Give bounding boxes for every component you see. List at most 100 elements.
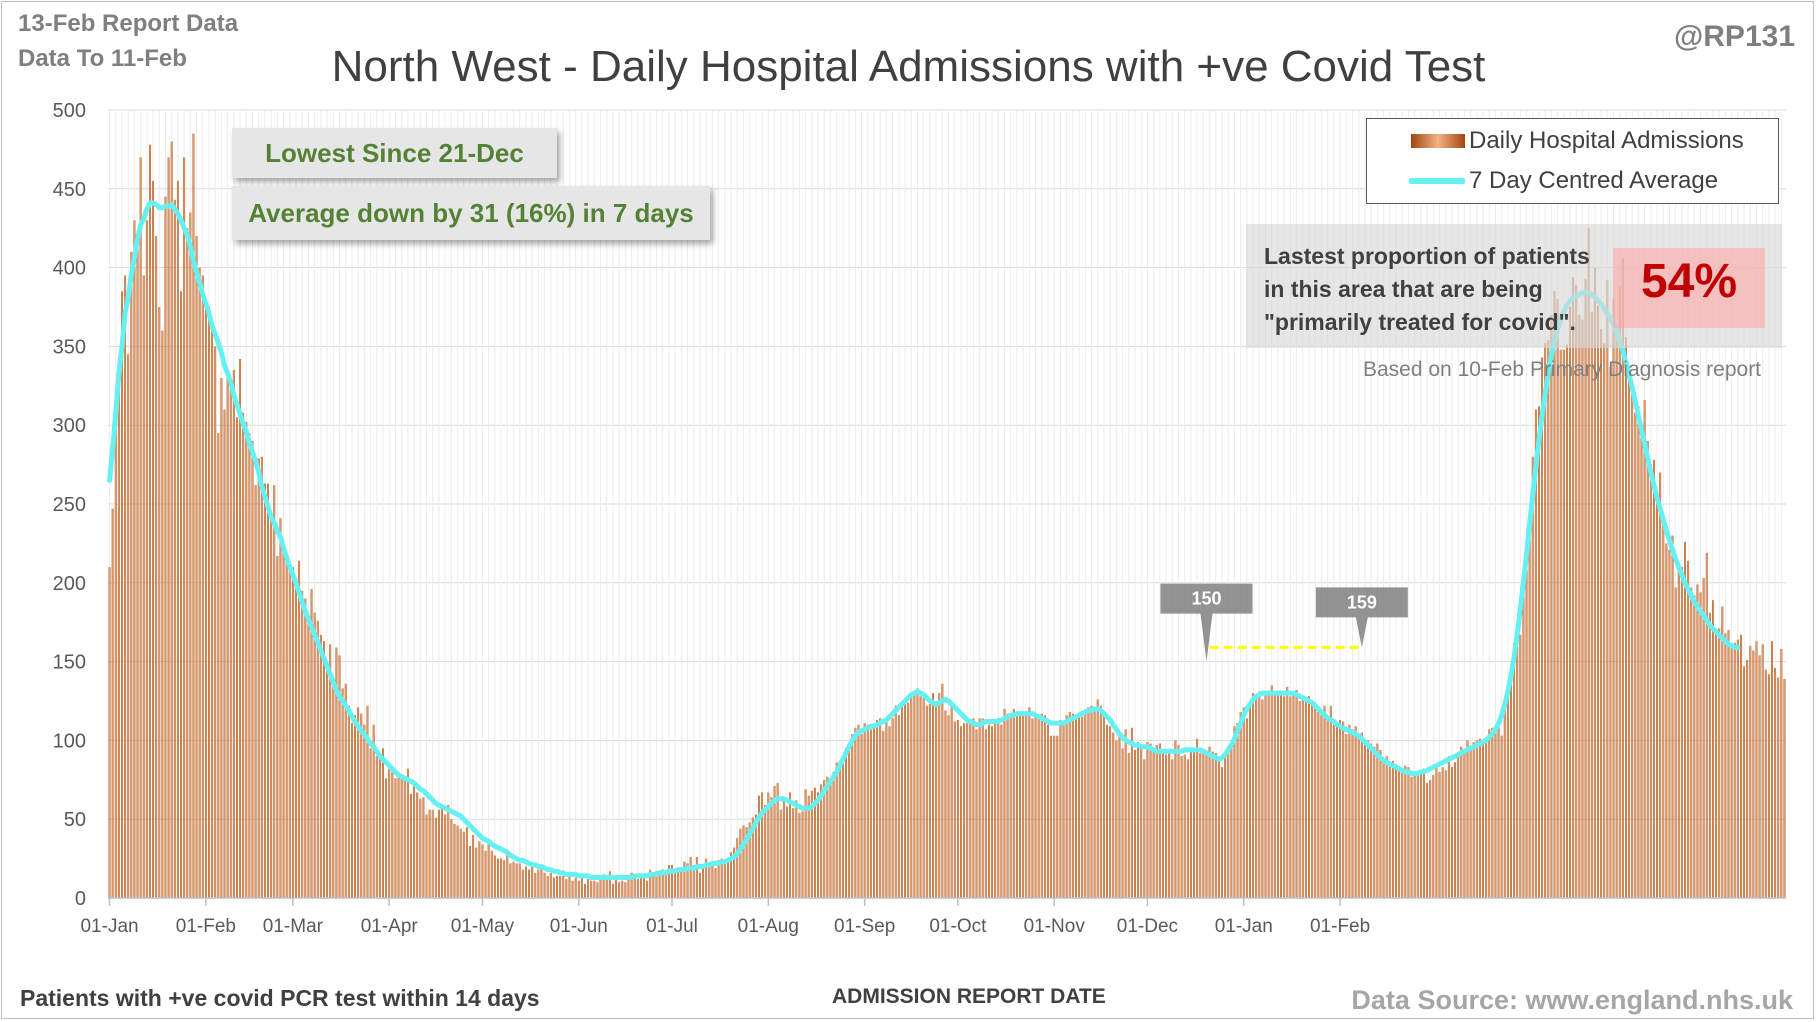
bar (413, 786, 416, 898)
bar (1426, 782, 1429, 898)
bar (984, 729, 987, 898)
bar (1724, 633, 1727, 898)
bar (1242, 707, 1245, 898)
x-tick-labels: 01-Jan 01-Feb 01-Mar 01-Apr 01-May 01-Jun 01-J… (80, 916, 1370, 937)
bar (1022, 715, 1025, 898)
bar (198, 267, 201, 899)
bar (1578, 314, 1581, 898)
bar (235, 417, 238, 898)
bar (546, 875, 549, 898)
callout-lowest-since: Lowest Since 21-Dec (232, 128, 557, 178)
bar (1283, 696, 1286, 898)
bar (571, 880, 574, 898)
bar (1410, 776, 1413, 898)
bar (1600, 329, 1603, 899)
bar (267, 483, 269, 898)
bar (263, 483, 266, 898)
bar (121, 291, 123, 898)
bar (385, 778, 388, 898)
bar (873, 726, 875, 898)
bar (845, 748, 847, 898)
bar (1677, 565, 1680, 898)
bar (1435, 767, 1438, 898)
bar (254, 485, 257, 898)
bar (524, 866, 527, 898)
bar (938, 693, 941, 898)
bar (1332, 724, 1335, 898)
bar (391, 771, 394, 898)
bar (1065, 715, 1068, 898)
bar (295, 578, 297, 898)
bar (204, 299, 207, 898)
bar (639, 874, 642, 898)
legend-swatch-line (1409, 178, 1465, 184)
bar (1301, 697, 1304, 898)
bar (813, 787, 816, 898)
chart-title: North West - Daily Hospital Admissions w… (331, 42, 1486, 91)
bar (587, 879, 590, 898)
bar (773, 786, 776, 898)
bar (1569, 307, 1571, 898)
bar (1298, 701, 1301, 898)
bar (180, 291, 182, 898)
bar (611, 883, 614, 898)
bar (139, 157, 142, 898)
bar (1180, 756, 1183, 898)
bar (1416, 771, 1419, 898)
bar (1447, 756, 1450, 898)
bar (298, 560, 301, 898)
bar (1413, 773, 1416, 898)
data-to-date: Data To 11-Feb (18, 45, 187, 72)
bar (456, 825, 459, 898)
bar (1398, 768, 1401, 898)
bar (720, 858, 723, 898)
bar (820, 784, 823, 898)
bar (857, 724, 860, 898)
bar (994, 719, 997, 898)
x-tick-label: 01-Feb (1310, 916, 1370, 937)
bar (726, 858, 729, 898)
bar (1553, 291, 1556, 898)
bar (556, 875, 558, 898)
bar (537, 869, 540, 898)
bar (208, 307, 210, 898)
bar (124, 275, 127, 899)
bar (987, 724, 990, 898)
bar (577, 880, 580, 898)
bar (326, 663, 329, 898)
bar (1196, 738, 1199, 898)
average-line (107, 200, 1741, 880)
bar (1597, 305, 1599, 898)
bar (1093, 708, 1096, 898)
bar (350, 723, 353, 898)
bar (1261, 699, 1264, 898)
bar (1584, 278, 1587, 899)
bar (1286, 686, 1289, 898)
proportion-line-1: Lastest proportion of patients (1264, 243, 1590, 269)
bar (907, 702, 910, 898)
bar (605, 877, 608, 898)
bar (593, 880, 596, 898)
bar (164, 196, 167, 898)
bar (1171, 759, 1174, 898)
bar (941, 683, 944, 898)
bar (1137, 741, 1140, 898)
bar (176, 180, 179, 899)
bar (282, 544, 285, 898)
bar (158, 307, 161, 898)
bar (344, 683, 347, 898)
bar (1752, 650, 1755, 898)
proportion-note: Based on 10-Feb Primary Diagnosis report (1363, 358, 1762, 381)
x-tick-label: 01-Sep (834, 916, 895, 937)
bar (658, 871, 661, 898)
bar (1621, 258, 1624, 898)
bar (319, 634, 322, 898)
bar (145, 220, 148, 898)
bar (1099, 705, 1102, 898)
x-tick-label: 01-Oct (929, 916, 987, 937)
bar (758, 795, 760, 898)
bar (667, 864, 670, 898)
bar (1687, 560, 1690, 898)
bar (928, 704, 931, 898)
bar (506, 853, 509, 898)
